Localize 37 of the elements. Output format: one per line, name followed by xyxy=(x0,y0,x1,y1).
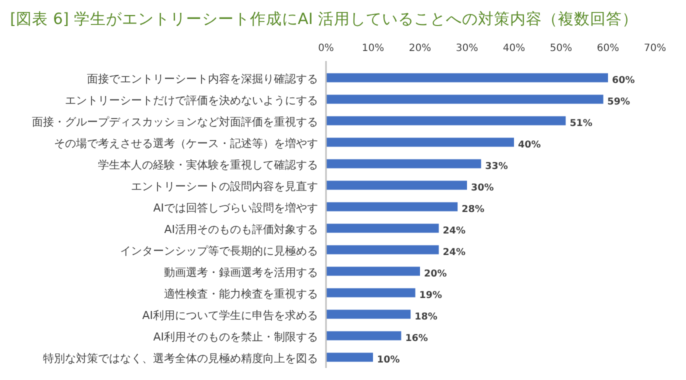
data-label: 20% xyxy=(424,268,448,280)
y-tick-label: エントリーシートだけで評価を決めないようにする xyxy=(65,94,318,107)
y-tick-label: 面接・グループディスカッションなど対面評価を重視する xyxy=(32,115,318,128)
y-tick-label: 特別な対策ではなく、選考全体の見極め精度向上を図る xyxy=(43,352,318,365)
x-tick-label: 30% xyxy=(456,43,478,54)
data-label: 51% xyxy=(570,118,593,129)
x-tick-label: 50% xyxy=(550,43,572,54)
data-label: 24% xyxy=(442,246,466,258)
y-tick-label: 動画選考・録画選考を活用する xyxy=(164,266,318,279)
data-label: 24% xyxy=(442,225,466,236)
y-tick-label: 学生本人の経験・実体験を重視して確認する xyxy=(98,158,318,172)
x-tick-label: 20% xyxy=(408,43,432,54)
x-tick-label: 40% xyxy=(502,43,526,54)
y-tick-label: 面接でエントリーシート内容を深掘り確認する xyxy=(87,72,318,86)
title: [図表 6] 学生がエントリーシート作成にAI 活用していることへの対策内容（複数回答） xyxy=(10,10,638,28)
data-label: 19% xyxy=(419,290,443,301)
y-tick-label: AI活用そのものも評価対象する xyxy=(164,222,318,236)
x-tick-label: 60% xyxy=(596,43,620,54)
data-label: 10% xyxy=(377,354,400,366)
y-tick-label: 適性検査・能力検査を重視する xyxy=(164,287,318,300)
data-label: 40% xyxy=(518,139,542,150)
data-label: 18% xyxy=(414,311,438,322)
y-tick-label: その場で考えさせる選考（ケース・記述等）を増やす xyxy=(54,136,318,150)
data-label: 30% xyxy=(471,182,494,194)
data-label: 16% xyxy=(405,332,428,344)
y-tick-label: AI利用そのものを禁止・制限する xyxy=(153,330,318,344)
x-tick-label: 10% xyxy=(362,43,384,54)
y-tick-label: AIでは回答しづらい設問を増やす xyxy=(153,201,318,214)
y-tick-label: インターンシップ等で長期的に見極める xyxy=(120,244,318,258)
data-label: 28% xyxy=(462,204,485,215)
y-tick-label: エントリーシートの設問内容を見直す xyxy=(131,180,318,193)
data-label: 33% xyxy=(485,160,508,172)
x-tick-label: 0% xyxy=(318,43,334,54)
x-tick-label: 70% xyxy=(644,43,666,54)
data-label: 59% xyxy=(607,96,631,108)
y-tick-label: AI利用について学生に申告を求める xyxy=(142,308,318,322)
data-label: 60% xyxy=(612,74,636,86)
